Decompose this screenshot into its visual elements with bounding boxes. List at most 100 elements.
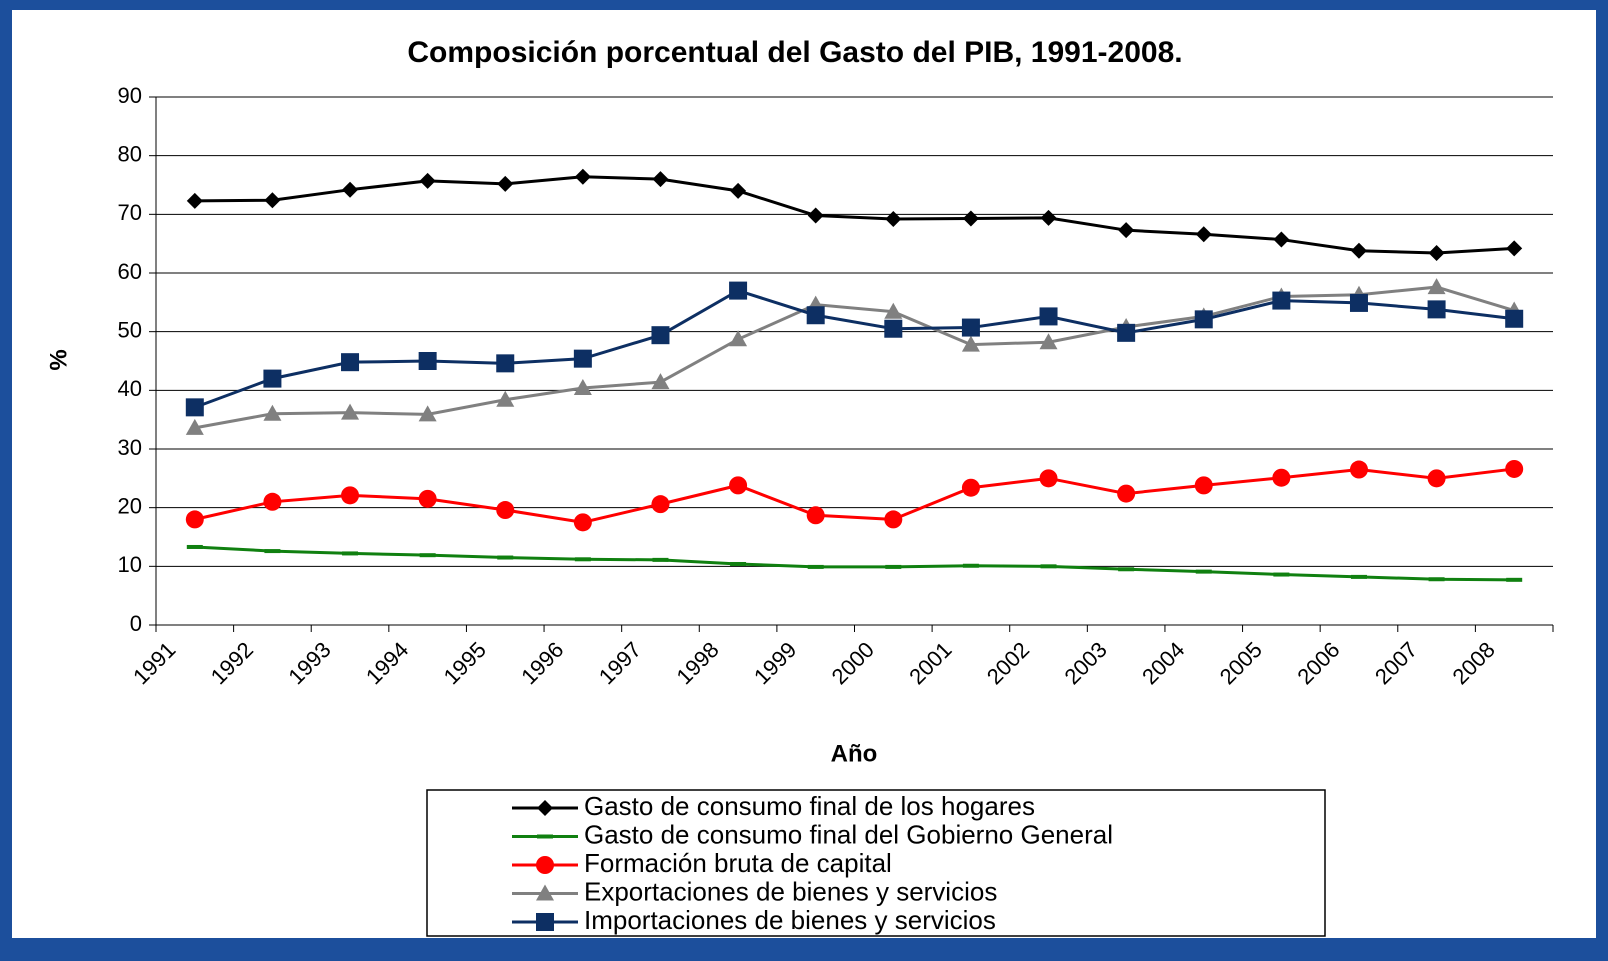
marker xyxy=(1349,460,1368,479)
marker xyxy=(729,330,748,347)
marker xyxy=(961,478,980,497)
marker xyxy=(496,390,515,407)
marker xyxy=(884,302,903,319)
marker xyxy=(419,553,436,558)
marker xyxy=(1039,469,1058,488)
marker xyxy=(885,564,902,569)
marker xyxy=(961,318,980,337)
marker xyxy=(341,353,360,372)
series-line xyxy=(194,175,1515,255)
marker xyxy=(536,884,554,901)
chart-background xyxy=(12,10,1596,938)
marker xyxy=(342,551,359,556)
marker xyxy=(652,171,669,188)
marker xyxy=(1349,293,1368,312)
marker xyxy=(185,510,204,529)
marker xyxy=(1427,469,1446,488)
marker xyxy=(497,555,514,560)
y-tick-label: 70 xyxy=(118,200,142,225)
marker xyxy=(962,563,979,568)
marker xyxy=(1505,459,1524,478)
marker xyxy=(1272,468,1291,487)
legend-label: Exportaciones de bienes y servicios xyxy=(584,876,997,906)
marker xyxy=(1272,291,1291,310)
y-tick-label: 10 xyxy=(118,552,142,577)
series-line xyxy=(194,288,1515,409)
marker xyxy=(186,544,203,549)
y-tick-label: 20 xyxy=(118,493,142,518)
marker xyxy=(536,913,554,931)
marker xyxy=(574,557,591,562)
y-tick-label: 60 xyxy=(118,259,142,284)
marker xyxy=(807,564,824,569)
marker xyxy=(885,211,902,228)
marker xyxy=(496,501,515,520)
marker xyxy=(263,404,282,421)
marker xyxy=(1194,476,1213,495)
series-line xyxy=(194,285,1515,430)
marker xyxy=(1040,564,1057,569)
marker xyxy=(264,192,281,209)
marker xyxy=(1350,574,1367,579)
marker xyxy=(729,281,748,300)
y-tick-label: 0 xyxy=(130,611,142,636)
marker xyxy=(1194,310,1213,329)
marker xyxy=(186,192,203,209)
legend-label: Gasto de consumo final de los hogares xyxy=(584,791,1035,821)
marker xyxy=(962,210,979,227)
marker xyxy=(1118,567,1135,572)
chart-title: Composición porcentual del Gasto del PIB… xyxy=(407,36,1182,69)
marker xyxy=(1117,484,1136,503)
marker xyxy=(651,495,670,514)
y-axis-label: % xyxy=(45,349,72,370)
y-tick-label: 30 xyxy=(118,435,142,460)
marker xyxy=(574,168,591,185)
marker xyxy=(1117,323,1136,342)
marker xyxy=(418,489,437,508)
marker xyxy=(419,172,436,189)
series-line xyxy=(194,467,1515,524)
marker xyxy=(418,352,437,370)
marker xyxy=(264,549,281,554)
marker xyxy=(342,181,359,198)
marker xyxy=(807,207,824,224)
legend-label: Importaciones de bienes y servicios xyxy=(584,905,996,935)
marker xyxy=(1040,209,1057,226)
legend-label: Gasto de consumo final del Gobierno Gene… xyxy=(584,819,1113,849)
marker xyxy=(573,349,592,368)
marker xyxy=(730,561,747,566)
marker xyxy=(1427,278,1446,295)
marker xyxy=(961,335,980,352)
marker xyxy=(537,834,553,839)
marker xyxy=(1350,242,1367,259)
marker xyxy=(1273,572,1290,577)
marker xyxy=(1195,226,1212,243)
marker xyxy=(884,319,903,338)
marker xyxy=(652,557,669,562)
marker xyxy=(1273,231,1290,248)
marker xyxy=(884,510,903,529)
marker xyxy=(497,175,514,192)
marker xyxy=(651,326,670,345)
marker xyxy=(1039,307,1058,326)
marker xyxy=(263,492,282,511)
marker xyxy=(496,354,515,373)
marker xyxy=(341,486,360,505)
y-tick-label: 40 xyxy=(118,376,142,401)
marker xyxy=(418,405,437,422)
marker xyxy=(185,418,204,435)
marker xyxy=(806,506,825,525)
marker xyxy=(573,513,592,532)
y-tick-label: 90 xyxy=(118,83,142,108)
marker xyxy=(1427,300,1446,319)
marker xyxy=(1118,222,1135,239)
marker xyxy=(1195,569,1212,574)
marker xyxy=(1506,240,1523,257)
legend xyxy=(426,789,1326,937)
marker xyxy=(573,378,592,395)
y-tick-label: 80 xyxy=(118,141,142,166)
marker xyxy=(536,856,554,874)
series-line xyxy=(194,545,1515,582)
